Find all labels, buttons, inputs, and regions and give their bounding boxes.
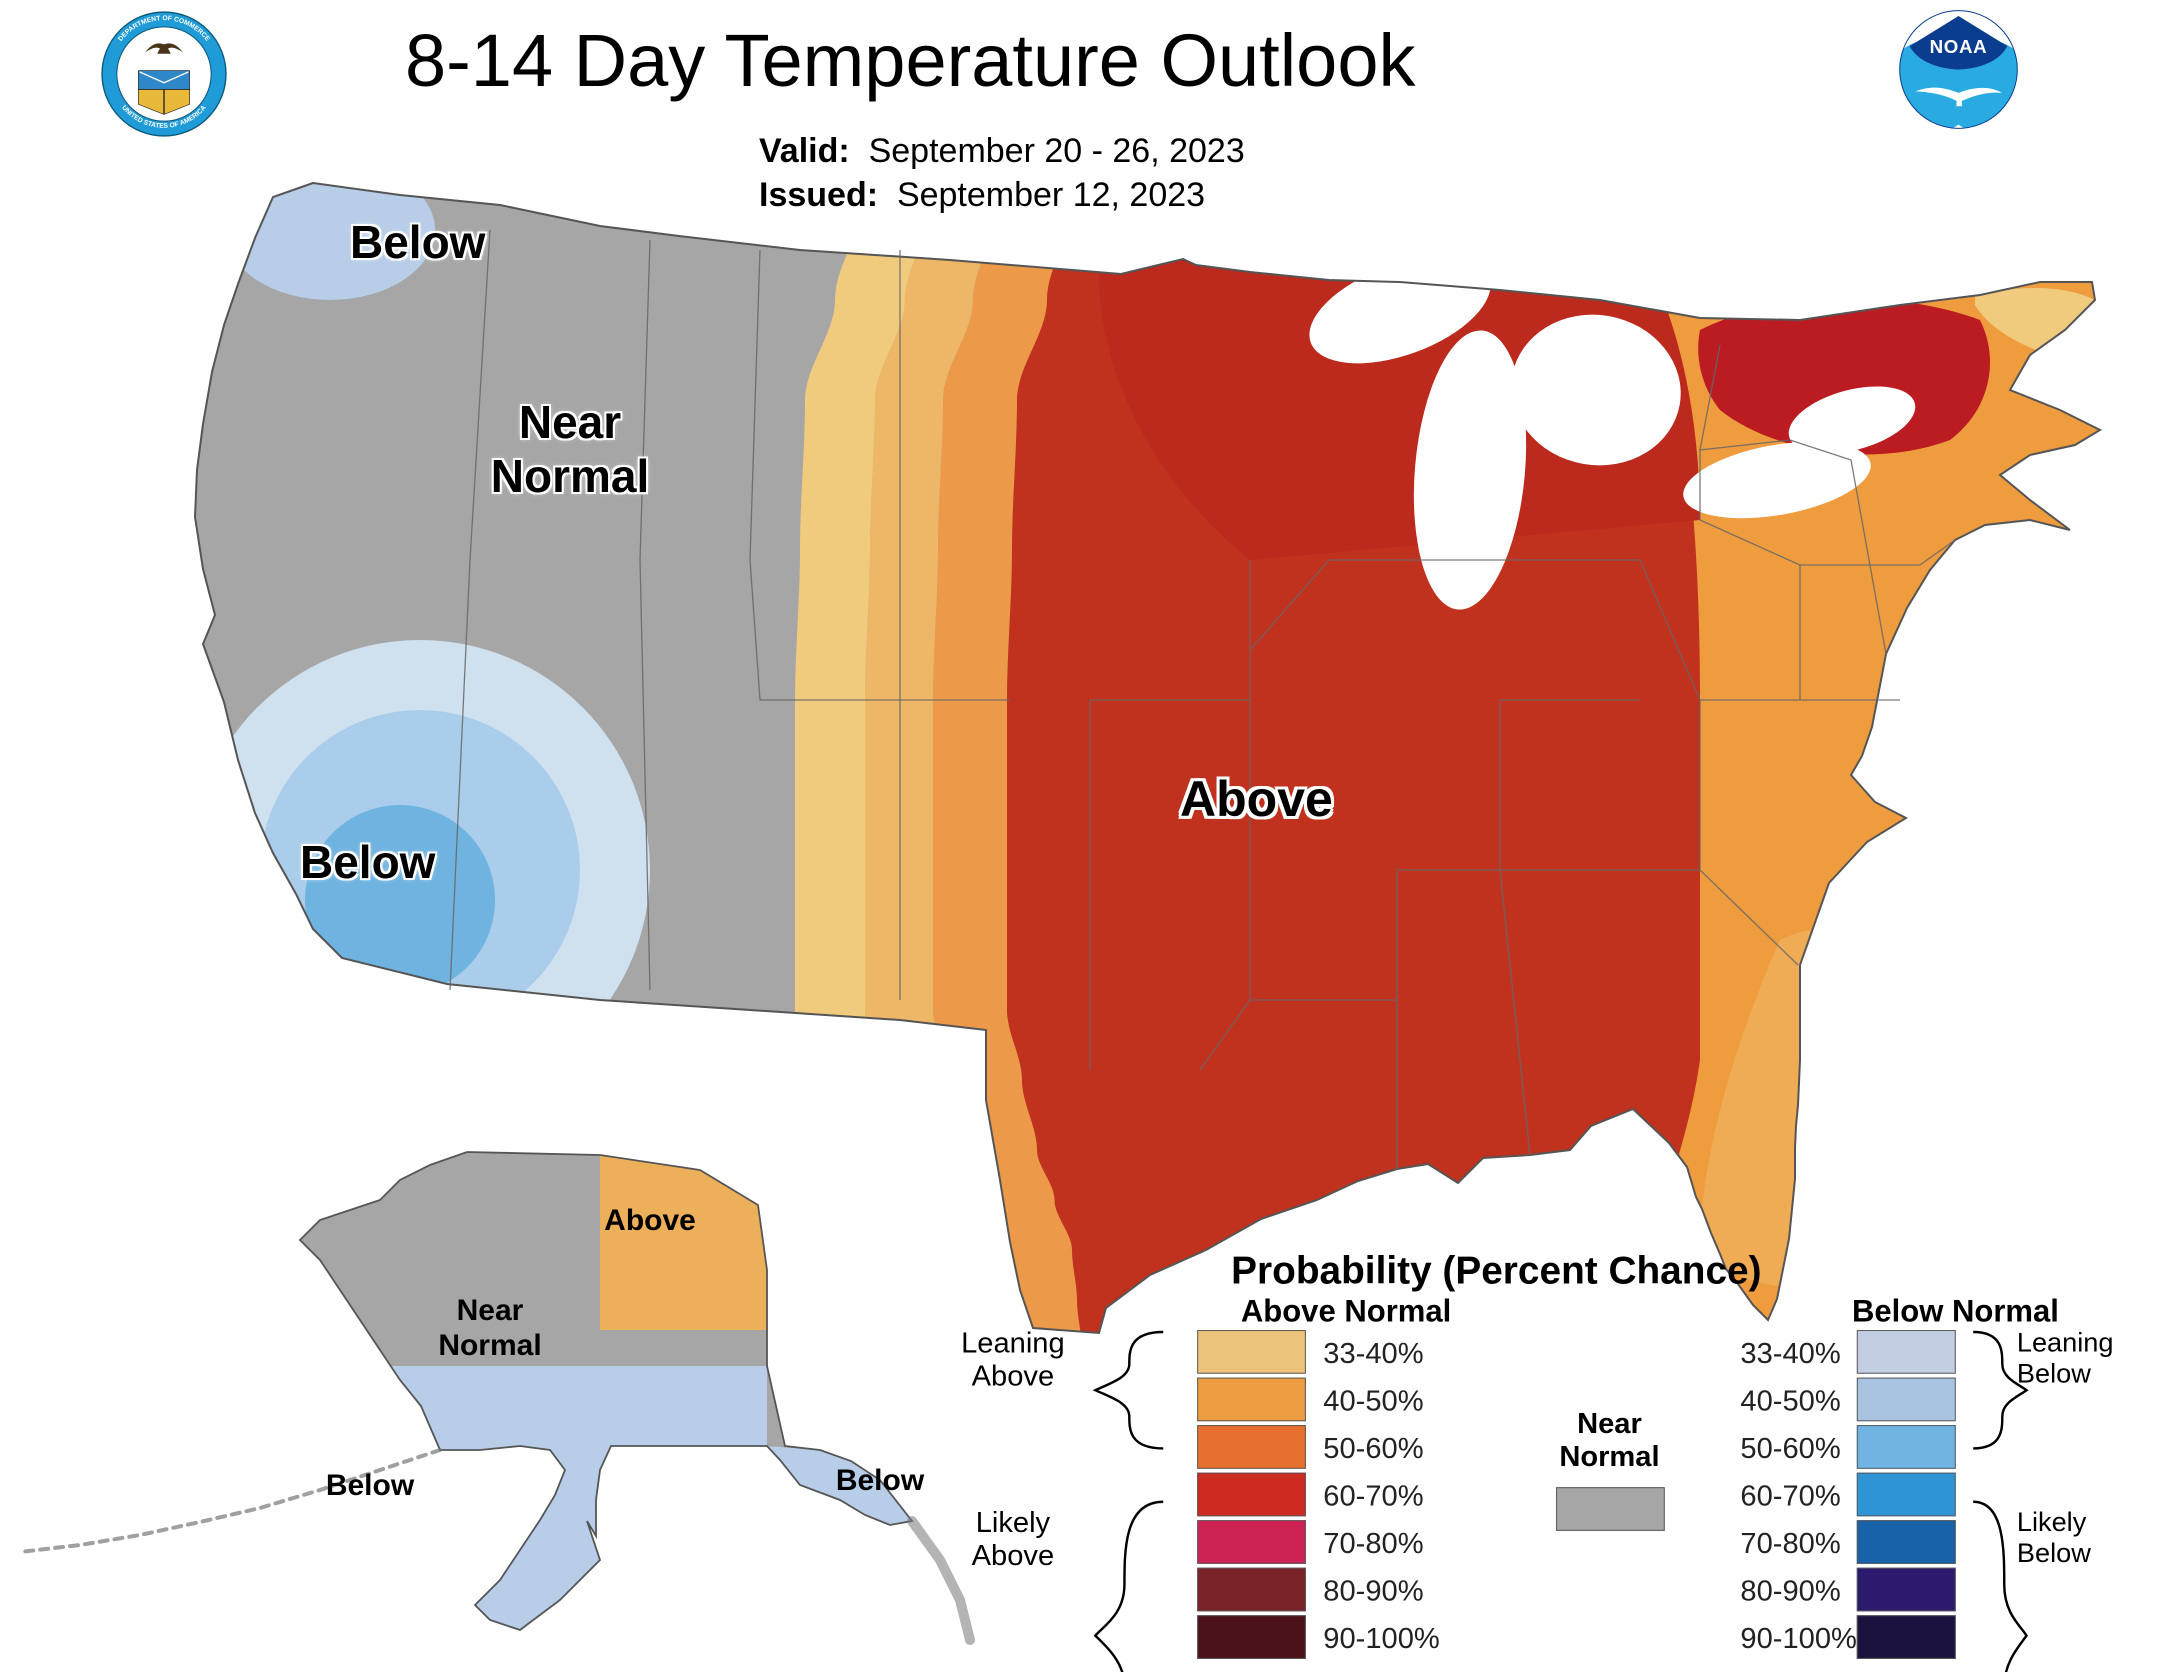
svg-text:Near: Near <box>457 1294 524 1327</box>
svg-text:Below: Below <box>326 1469 415 1502</box>
svg-text:Normal: Normal <box>438 1329 541 1362</box>
svg-text:Below: Below <box>836 1464 925 1497</box>
svg-text:Above: Above <box>604 1204 696 1237</box>
